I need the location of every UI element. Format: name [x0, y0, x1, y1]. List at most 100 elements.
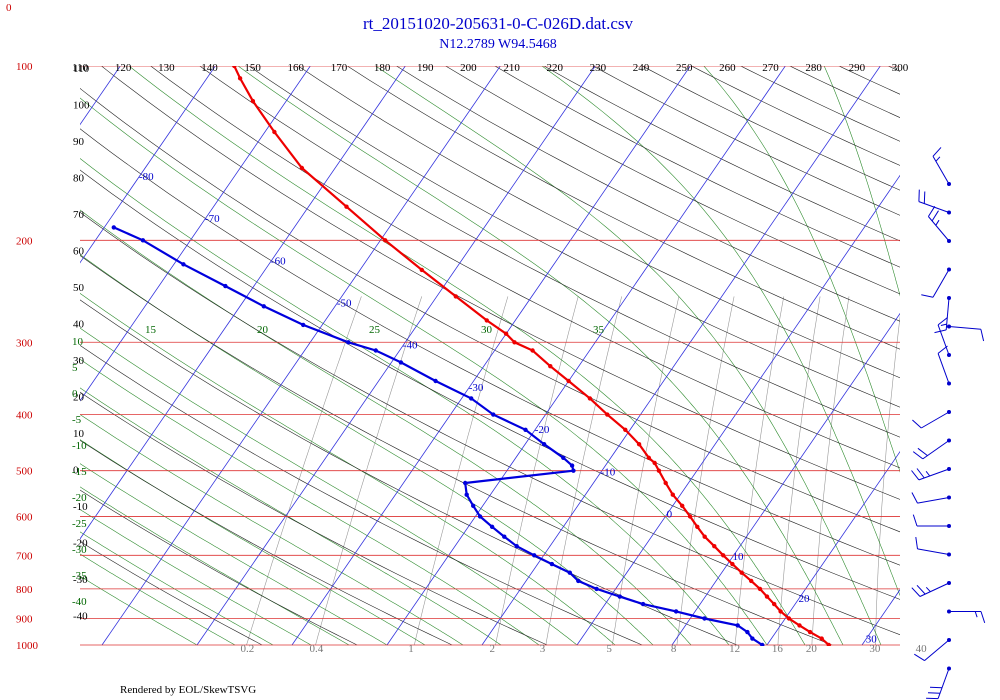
top-axis-tick-label: 250 — [676, 62, 693, 74]
top-axis-tick-label: 200 — [460, 62, 477, 74]
moist-adiabat-line — [80, 97, 768, 646]
moist-adiabat-line — [375, 66, 882, 646]
mixing-ratio-label: 2 — [489, 643, 495, 655]
moist-adiabat-line — [80, 327, 578, 646]
dry-adiabat-line — [80, 440, 453, 646]
wind-barb-flag — [912, 451, 924, 460]
skew-t-grid — [80, 0, 1000, 646]
wind-barb-staff — [919, 582, 950, 597]
top-axis-tick-label: 130 — [158, 62, 175, 74]
mixing-ratio-line — [922, 296, 942, 645]
mixing-ratio-label: 40 — [916, 643, 928, 655]
temperature-point — [749, 578, 754, 584]
temperature-point — [712, 544, 717, 549]
dry-adiabat-line — [741, 0, 1000, 645]
moist-adiabat-line — [80, 414, 464, 646]
temperature-point — [530, 348, 535, 353]
moist-adiabat-line — [80, 486, 350, 646]
moist-adiabat-line — [80, 463, 388, 646]
temperature-line — [233, 66, 830, 646]
temperature-point — [623, 427, 628, 432]
mixing-ratio-label: 16 — [772, 643, 784, 655]
wind-barb-staff — [917, 548, 950, 555]
moist-adiabat-label: -10 — [72, 440, 87, 452]
wind-barb-flag — [935, 219, 940, 226]
temperature-point — [484, 318, 489, 323]
dewpoint-point — [571, 468, 576, 473]
moist-adiabat-line — [80, 209, 692, 646]
temperature-point — [232, 43, 236, 47]
wind-barb-staff — [932, 269, 950, 298]
dry-adiabat-label: 10 — [73, 428, 85, 440]
isotherm-line — [291, 66, 691, 646]
dry-adiabat-label: 80 — [73, 173, 85, 185]
wind-barb-flag — [925, 470, 931, 477]
dry-adiabat-line — [248, 66, 900, 408]
isotherm-label: 30 — [866, 633, 878, 645]
wind-barb-flag — [931, 210, 939, 222]
top-axis-tick-label: 280 — [805, 62, 822, 74]
wind-barb — [912, 410, 951, 429]
dry-adiabat-label: 110 — [73, 63, 90, 75]
moist-adiabat-line — [703, 66, 900, 473]
footer-credit: Rendered by EOL/SkewTSVG — [120, 684, 256, 696]
dewpoint-point — [673, 609, 679, 614]
isotherm-label: -80 — [139, 171, 154, 183]
wind-barb-flag — [937, 317, 948, 326]
isotherm-label: 20 — [798, 593, 810, 605]
dewpoint-point — [433, 378, 438, 384]
top-axis-tick-label: 140 — [201, 62, 218, 74]
wind-barb — [927, 206, 951, 243]
wind-barb — [912, 514, 951, 528]
dry-adiabat-label: -30 — [73, 574, 88, 586]
dry-adiabat-label: 30 — [73, 355, 85, 367]
mixing-ratio-line — [495, 296, 579, 646]
wind-barb-flag — [932, 147, 942, 157]
dry-adiabat-line — [641, 66, 900, 191]
wind-barb-flag — [916, 584, 926, 595]
moist-adiabat-label: -15 — [72, 466, 87, 478]
temperature-point — [383, 238, 388, 243]
temperature-point — [272, 129, 277, 135]
temperature-point — [319, 35, 323, 39]
temperature-point — [778, 609, 783, 614]
wind-barb — [921, 267, 951, 298]
dewpoint-point — [569, 463, 575, 468]
dry-adiabat-label: -10 — [73, 501, 88, 513]
dry-adiabat-line — [80, 391, 548, 646]
dry-adiabat-line — [543, 66, 900, 242]
wind-barb — [911, 581, 951, 597]
dewpoint-point — [561, 455, 566, 460]
wind-barb — [918, 189, 951, 215]
wind-barb-flag — [916, 468, 925, 479]
moist-adiabat-line — [80, 254, 654, 646]
wind-barb-flag — [917, 447, 928, 456]
top-axis-tick-label: 150 — [244, 62, 261, 74]
temperature-point — [786, 616, 792, 621]
corner-label: 0 — [6, 2, 12, 14]
dewpoint-point — [477, 514, 483, 519]
dry-adiabat-label: 60 — [73, 246, 85, 258]
temperature-point — [764, 594, 770, 599]
dewpoint-point — [576, 578, 581, 584]
dry-adiabat-line — [592, 66, 900, 216]
isotherm-line — [80, 66, 216, 264]
dry-adiabat-line — [199, 66, 900, 438]
mixing-ratio-line — [315, 296, 423, 646]
wind-barb-staff — [932, 156, 950, 185]
moist-adiabat-label: -30 — [72, 544, 87, 556]
temperature-point — [548, 364, 553, 369]
temperature-point — [253, 40, 257, 44]
dry-adiabat-line — [346, 66, 900, 350]
wind-barb-flag — [911, 587, 921, 597]
dewpoint-point — [469, 396, 474, 401]
temperature-point — [730, 561, 735, 567]
wind-barb-flag — [974, 611, 978, 618]
pressure-tick-label: 200 — [16, 235, 33, 247]
dry-adiabat-line — [80, 344, 643, 646]
isotherm-line — [861, 589, 900, 646]
dry-adiabat-line — [80, 489, 358, 646]
wind-barb-staff — [937, 324, 950, 356]
moist-adiabat-label: -25 — [72, 518, 87, 530]
wind-barb — [911, 467, 951, 481]
